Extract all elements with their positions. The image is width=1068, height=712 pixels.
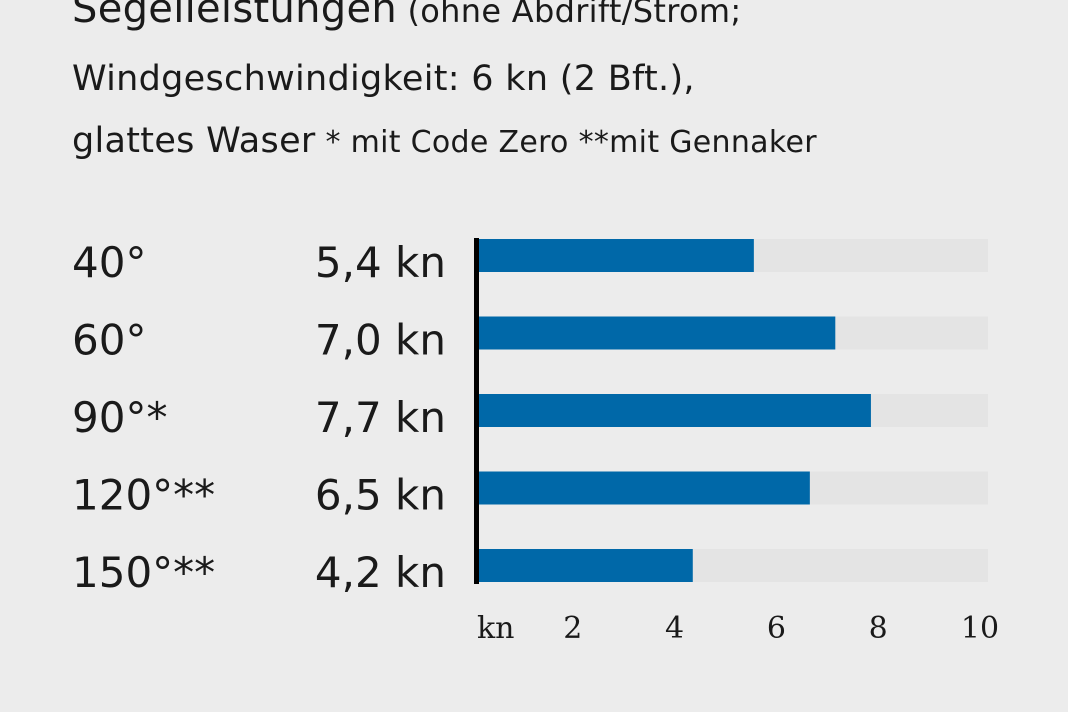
category-label: 90°*	[72, 393, 167, 442]
unit-label: kn	[477, 611, 515, 646]
category-label: 60°	[72, 316, 146, 365]
chart-header: Segelleistungen (ohne Abdrift/Strom; Win…	[72, 0, 1052, 178]
value-label: 7,7 kn	[315, 393, 446, 442]
bar	[479, 394, 871, 427]
note-code-zero: * mit Code Zero	[315, 125, 579, 160]
chart-title-conditions: (ohne Abdrift/Strom;	[397, 0, 742, 30]
chart-title: Segelleistungen	[72, 0, 398, 32]
value-label: 6,5 kn	[315, 471, 446, 520]
bar	[479, 239, 754, 272]
x-tick-label: 4	[665, 611, 684, 646]
category-label: 120°**	[72, 471, 215, 520]
x-tick-label: 2	[563, 611, 582, 646]
category-label: 150°**	[72, 548, 215, 597]
y-axis-line	[474, 238, 479, 584]
x-tick-label: 8	[869, 611, 888, 646]
header-line-2: Windgeschwindigkeit: 6 kn (2 Bft.),	[72, 59, 695, 99]
value-label: 7,0 kn	[315, 316, 446, 365]
note-gennaker: **mit Gennaker	[578, 125, 817, 160]
bar	[479, 549, 693, 582]
header-line-1: Segelleistungen (ohne Abdrift/Strom;	[72, 0, 1052, 48]
header-line-3-main: glattes Waser	[72, 121, 316, 161]
bar	[479, 316, 836, 350]
category-label: 40°	[72, 238, 146, 287]
value-label: 5,4 kn	[315, 238, 446, 287]
header-line-3: glattes Waser * mit Code Zero **mit Genn…	[72, 110, 1052, 178]
x-tick-label: 6	[767, 611, 786, 646]
value-label: 4,2 kn	[315, 548, 446, 597]
bar	[479, 471, 810, 505]
x-tick-label: 10	[961, 611, 999, 646]
